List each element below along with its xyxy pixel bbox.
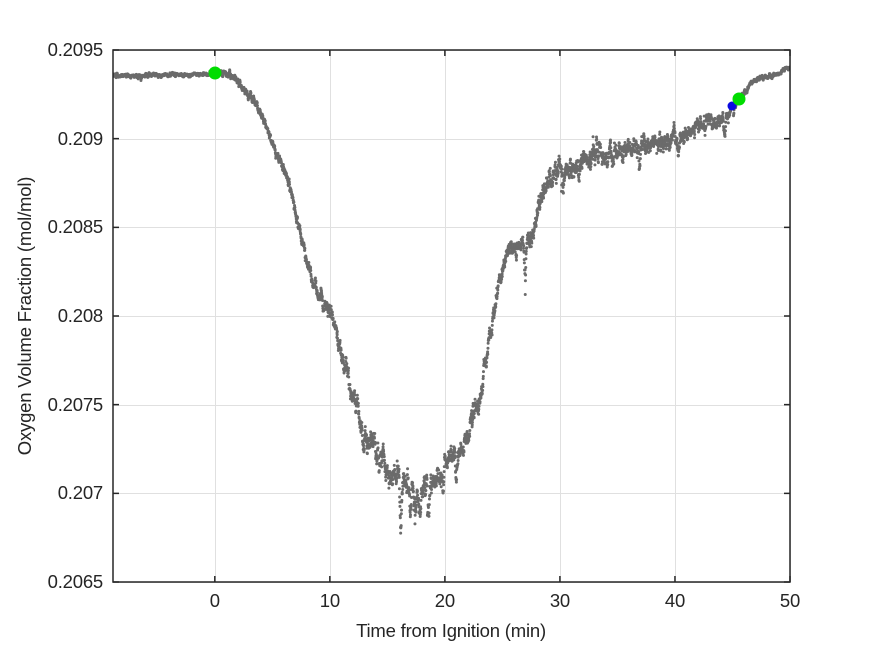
y-tick-label-0.209: 0.209 xyxy=(57,127,103,149)
extinction-marker-green xyxy=(732,92,746,106)
extinction-marker-blue xyxy=(727,101,737,111)
y-tick-label-0.2085: 0.2085 xyxy=(47,216,104,238)
x-axis-title: Time from Ignition (min) xyxy=(356,620,546,641)
x-tick-label-0: 0 xyxy=(209,590,220,611)
x-tick-label-10: 10 xyxy=(319,590,340,611)
x-tick-label-40: 40 xyxy=(664,590,686,611)
y-tick-label-0.2095: 0.2095 xyxy=(47,39,104,60)
x-tick-label-30: 30 xyxy=(549,590,571,611)
y-tick-label-0.2075: 0.2075 xyxy=(47,393,104,415)
ignition-start-marker xyxy=(208,66,222,80)
y-tick-label-0.2065: 0.2065 xyxy=(47,571,104,592)
y-tick-label-0.208: 0.208 xyxy=(57,305,103,326)
x-tick-label-20: 20 xyxy=(434,590,455,611)
y-tick-label-0.207: 0.207 xyxy=(57,482,103,504)
x-tick-label-50: 50 xyxy=(779,590,801,611)
